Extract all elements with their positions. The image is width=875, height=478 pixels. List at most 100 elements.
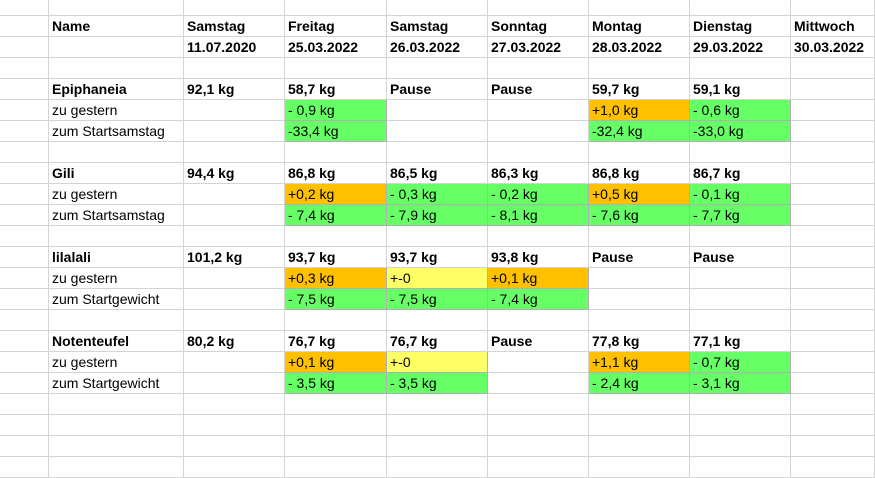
grid-gutter-cell[interactable] (0, 352, 49, 373)
table-cell[interactable] (488, 415, 589, 436)
row-label-cell[interactable] (49, 58, 184, 79)
table-cell[interactable]: 76,7 kg (387, 331, 488, 352)
table-cell[interactable]: +0,1 kg (488, 268, 589, 289)
table-cell[interactable]: +0,2 kg (285, 184, 387, 205)
table-cell[interactable] (184, 373, 285, 394)
table-cell[interactable] (184, 457, 285, 478)
table-cell[interactable]: - 0,1 kg (690, 184, 791, 205)
table-cell[interactable]: +0,5 kg (589, 184, 690, 205)
grid-gutter-cell[interactable] (0, 310, 49, 331)
grid-gutter-cell[interactable] (0, 457, 49, 478)
row-label-cell[interactable] (49, 415, 184, 436)
table-cell[interactable]: +0,1 kg (285, 352, 387, 373)
table-cell[interactable]: +-0 (387, 268, 488, 289)
table-cell[interactable]: - 0,7 kg (690, 352, 791, 373)
table-cell[interactable] (791, 436, 875, 457)
table-cell[interactable] (184, 436, 285, 457)
table-cell[interactable] (791, 415, 875, 436)
table-cell[interactable] (791, 100, 875, 121)
table-cell[interactable]: -33,4 kg (285, 121, 387, 142)
row-label-cell[interactable]: zu gestern (49, 352, 184, 373)
table-cell[interactable] (184, 142, 285, 163)
table-cell[interactable] (387, 142, 488, 163)
row-label-cell[interactable]: Notenteufel (49, 331, 184, 352)
row-label-cell[interactable]: Gili (49, 163, 184, 184)
table-cell[interactable] (387, 436, 488, 457)
table-cell[interactable] (488, 58, 589, 79)
row-label-cell[interactable] (49, 226, 184, 247)
table-cell[interactable] (589, 415, 690, 436)
table-cell[interactable]: +0,3 kg (285, 268, 387, 289)
table-cell[interactable]: 28.03.2022 (589, 37, 690, 58)
row-label-cell[interactable]: zum Startsamstag (49, 121, 184, 142)
table-cell[interactable] (285, 457, 387, 478)
table-cell[interactable] (488, 100, 589, 121)
table-cell[interactable] (791, 373, 875, 394)
row-label-cell[interactable]: Epiphaneia (49, 79, 184, 100)
table-cell[interactable] (589, 457, 690, 478)
table-cell[interactable] (488, 394, 589, 415)
table-cell[interactable]: Pause (488, 331, 589, 352)
table-cell[interactable] (791, 226, 875, 247)
table-cell[interactable]: - 0,6 kg (690, 100, 791, 121)
table-cell[interactable] (488, 436, 589, 457)
row-label-cell[interactable] (49, 310, 184, 331)
table-cell[interactable] (184, 310, 285, 331)
grid-gutter-cell[interactable] (0, 184, 49, 205)
table-cell[interactable]: -32,4 kg (589, 121, 690, 142)
table-cell[interactable]: - 0,2 kg (488, 184, 589, 205)
table-cell[interactable]: Pause (589, 247, 690, 268)
table-cell[interactable] (791, 394, 875, 415)
table-cell[interactable]: 77,8 kg (589, 331, 690, 352)
table-cell[interactable] (387, 121, 488, 142)
table-cell[interactable] (589, 310, 690, 331)
table-cell[interactable]: 77,1 kg (690, 331, 791, 352)
table-cell[interactable] (791, 247, 875, 268)
table-cell[interactable]: - 7,5 kg (387, 289, 488, 310)
grid-gutter-cell[interactable] (0, 436, 49, 457)
table-cell[interactable] (387, 415, 488, 436)
table-cell[interactable]: 25.03.2022 (285, 37, 387, 58)
table-cell[interactable] (791, 58, 875, 79)
table-cell[interactable] (285, 415, 387, 436)
table-cell[interactable] (791, 457, 875, 478)
table-cell[interactable] (184, 226, 285, 247)
table-cell[interactable] (791, 184, 875, 205)
table-cell[interactable] (791, 79, 875, 100)
table-cell[interactable]: Samstag (387, 16, 488, 37)
grid-gutter-cell[interactable] (0, 121, 49, 142)
table-cell[interactable] (488, 352, 589, 373)
table-cell[interactable] (184, 121, 285, 142)
table-cell[interactable] (488, 310, 589, 331)
table-cell[interactable]: 94,4 kg (184, 163, 285, 184)
table-cell[interactable]: - 7,9 kg (387, 205, 488, 226)
table-cell[interactable]: 58,7 kg (285, 79, 387, 100)
row-label-cell[interactable]: zu gestern (49, 268, 184, 289)
table-cell[interactable] (690, 310, 791, 331)
grid-gutter-cell[interactable] (0, 37, 49, 58)
table-cell[interactable] (285, 310, 387, 331)
table-cell[interactable]: 93,7 kg (285, 247, 387, 268)
table-cell[interactable] (589, 226, 690, 247)
table-cell[interactable] (285, 394, 387, 415)
table-cell[interactable]: 30.03.2022 (791, 37, 875, 58)
row-label-cell[interactable] (49, 37, 184, 58)
row-label-cell[interactable]: lilalali (49, 247, 184, 268)
row-label-cell[interactable] (49, 436, 184, 457)
table-cell[interactable] (791, 163, 875, 184)
table-cell[interactable] (589, 289, 690, 310)
table-cell[interactable] (184, 184, 285, 205)
table-cell[interactable] (387, 100, 488, 121)
grid-gutter-cell[interactable] (0, 247, 49, 268)
table-cell[interactable] (690, 289, 791, 310)
table-cell[interactable]: - 0,9 kg (285, 100, 387, 121)
table-cell[interactable]: Montag (589, 16, 690, 37)
table-cell[interactable]: -33,0 kg (690, 121, 791, 142)
table-cell[interactable] (387, 457, 488, 478)
grid-gutter-cell[interactable] (0, 415, 49, 436)
table-cell[interactable] (184, 268, 285, 289)
table-cell[interactable]: - 3,5 kg (285, 373, 387, 394)
table-cell[interactable]: - 7,7 kg (690, 205, 791, 226)
table-cell[interactable] (184, 289, 285, 310)
table-cell[interactable] (589, 58, 690, 79)
